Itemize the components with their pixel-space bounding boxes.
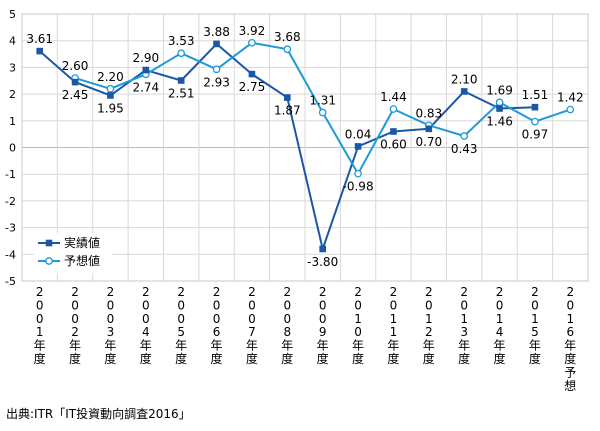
y-tick-label: -3 — [5, 222, 16, 235]
data-label-forecast: 2.60 — [62, 59, 89, 73]
marker-forecast — [389, 105, 398, 113]
x-tick-label: 2 0 0 3 年度 — [104, 285, 116, 366]
data-label-actual: 3.61 — [26, 32, 53, 46]
marker-forecast — [531, 117, 539, 126]
y-tick-label: -5 — [5, 275, 16, 288]
marker-actual — [284, 94, 291, 101]
y-tick-label: -4 — [5, 248, 16, 261]
y-tick-label: 0 — [9, 142, 16, 155]
data-label-forecast: 3.68 — [274, 30, 301, 44]
data-label-actual: 1.87 — [274, 104, 301, 118]
x-tick-label: 2 0 1 6 年度予想 — [564, 285, 576, 393]
marker-forecast — [106, 84, 115, 93]
marker-actual — [213, 40, 220, 48]
marker-forecast — [566, 105, 575, 114]
data-label-actual: 2.75 — [239, 80, 266, 94]
x-tick-label: 2 0 0 2 年度 — [69, 285, 81, 366]
data-label-actual: 0.70 — [415, 135, 442, 149]
y-tick-label: 4 — [9, 35, 16, 48]
marker-actual — [390, 128, 397, 135]
marker-actual — [71, 78, 79, 86]
data-label-actual: 2.90 — [132, 51, 159, 65]
data-label-actual: 2.10 — [451, 72, 478, 86]
marker-actual — [319, 245, 326, 253]
data-labels: 3.61 2.45 2.60 1.95 2.20 2.90 2.74 2.51 3.53 3.88… — [26, 24, 583, 269]
x-tick-label: 2 0 1 5 年度 — [529, 285, 541, 366]
data-label-forecast: 0.43 — [451, 142, 478, 156]
data-label-actual: 0.60 — [380, 137, 407, 151]
marker-actual — [354, 143, 362, 150]
x-tick-label: 2 0 0 1 年度 — [34, 285, 46, 366]
y-tick-label: 2 — [9, 88, 16, 101]
legend-marker-actual — [45, 239, 53, 247]
data-label-forecast: 1.44 — [380, 90, 407, 104]
marker-actual — [142, 66, 150, 74]
data-label-actual: 1.46 — [486, 115, 513, 129]
source-note: 出典:ITR「IT投資動向調査2016」 — [6, 407, 191, 421]
data-label-actual: 0.04 — [345, 127, 372, 141]
x-tick-label: 2 0 1 0 年度 — [352, 285, 364, 366]
marker-forecast — [354, 169, 362, 178]
data-label-forecast: 2.74 — [132, 80, 159, 94]
x-tick-label: 2 0 0 9 年度 — [317, 285, 329, 366]
x-tick-label: 2 0 0 4 年度 — [140, 285, 152, 366]
marker-actual — [177, 77, 185, 84]
data-label-forecast: 0.97 — [522, 128, 549, 142]
marker-forecast — [283, 45, 292, 54]
data-label-actual: -3.80 — [307, 255, 338, 269]
data-label-forecast: 3.92 — [239, 24, 266, 38]
plot-area-border — [21, 13, 589, 282]
marker-forecast — [248, 38, 256, 47]
data-label-forecast: 0.83 — [415, 106, 442, 120]
y-axis-tick-labels: -5 -4 -3 -2 -1 0 1 2 3 4 5 — [5, 8, 16, 288]
y-tick-label: 5 — [9, 8, 16, 21]
data-label-forecast: 1.31 — [309, 94, 336, 108]
legend-marker-forecast — [45, 257, 53, 265]
data-label-actual: 1.95 — [97, 101, 124, 115]
marker-forecast — [318, 108, 327, 117]
y-tick-label: -1 — [5, 168, 16, 181]
data-label-forecast: 2.93 — [203, 75, 230, 89]
data-label-actual: 2.51 — [168, 86, 195, 100]
data-label-forecast: 1.42 — [557, 91, 584, 105]
x-tick-label: 2 0 1 4 年度 — [494, 285, 506, 366]
x-tick-label: 2 0 1 2 年度 — [423, 285, 435, 366]
legend-label-actual: 実績値 — [64, 235, 100, 250]
marker-actual — [531, 103, 539, 111]
data-label-actual: 2.45 — [62, 88, 89, 102]
marker-actual — [425, 125, 433, 133]
data-label-actual: 3.88 — [203, 25, 230, 39]
x-tick-label: 2 0 0 6 年度 — [211, 285, 223, 366]
x-tick-label: 2 0 1 3 年度 — [458, 285, 470, 366]
plot-frame — [21, 13, 589, 282]
data-label-forecast: 1.69 — [486, 83, 513, 97]
marker-actual — [107, 92, 114, 99]
x-tick-label: 2 0 0 5 年度 — [175, 285, 187, 366]
marker-forecast — [177, 49, 186, 58]
legend-label-forecast: 予想値 — [64, 253, 100, 268]
marker-forecast — [212, 65, 221, 74]
data-label-forecast: 2.20 — [97, 70, 124, 84]
legend-box — [34, 233, 112, 273]
marker-forecast — [495, 98, 504, 107]
data-label-forecast: -0.98 — [343, 180, 374, 194]
marker-actual — [496, 105, 503, 112]
x-tick-label: 2 0 1 1 年度 — [387, 285, 399, 366]
series-markers — [36, 38, 575, 253]
y-tick-label: 3 — [9, 61, 16, 74]
x-tick-label: 2 0 0 8 年度 — [281, 285, 293, 366]
data-label-actual: 1.51 — [522, 88, 549, 102]
data-label-forecast: 3.53 — [168, 34, 195, 48]
y-tick-label: -2 — [5, 195, 16, 208]
marker-actual — [248, 70, 256, 78]
marker-actual — [36, 47, 43, 55]
y-tick-label: 1 — [9, 115, 16, 128]
x-tick-label: 2 0 0 7 年度 — [246, 285, 258, 366]
marker-actual — [460, 88, 468, 95]
x-axis-tick-labels: 2 0 0 1 年度 2 0 0 2 年度 2 0 0 3 年度 2 0 0 4 年度 2 0 0 5 年度 2 0 0 6 年度 2 0 0 7… — [34, 285, 577, 393]
marker-forecast — [460, 132, 469, 140]
